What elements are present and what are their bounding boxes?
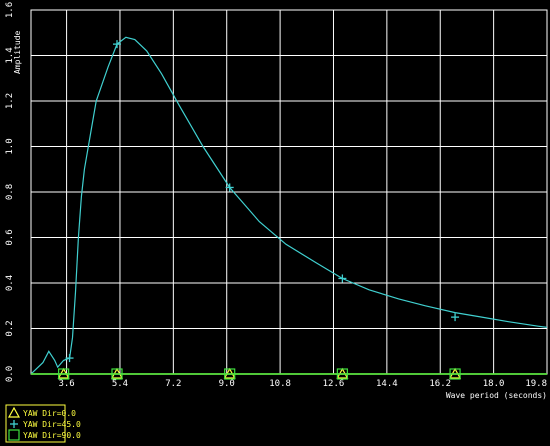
series-marker	[338, 274, 347, 283]
x-tick-label: 3.6	[58, 379, 74, 389]
y-tick-label: 0.4	[5, 275, 15, 291]
y-tick-label: 0.0	[5, 366, 15, 382]
x-tick-label: 9.0	[219, 379, 235, 389]
legend-marker	[8, 429, 20, 441]
legend-entry: YAW Dir=90.0	[23, 431, 81, 440]
y-axis-label: Amplitude	[13, 30, 22, 74]
series-marker	[111, 368, 123, 380]
x-tick-label: 12.6	[323, 379, 345, 389]
grid	[31, 10, 547, 374]
series-marker	[225, 183, 234, 192]
x-axis-ticks: 3.6 5.4 7.2 9.0 10.8 12.6 14.4 16.2 18.0 19.8	[58, 379, 547, 389]
x-tick-label: 19.8	[525, 379, 547, 389]
series-marker	[451, 313, 460, 322]
legend-marker	[10, 420, 18, 428]
series-layer	[30, 36, 548, 380]
legend-marker	[7, 406, 21, 418]
x-tick-label: 10.8	[269, 379, 291, 389]
legend: YAW Dir=0.0 YAW Dir=45.0 YAW Dir=90.0	[5, 404, 81, 443]
y-tick-label: 1.6	[5, 2, 15, 18]
x-tick-label: 18.0	[483, 379, 505, 389]
x-axis-label: Wave period (seconds)	[446, 391, 547, 400]
y-tick-label: 0.2	[5, 320, 15, 336]
y-tick-label: 1.0	[5, 138, 15, 154]
series-marker	[65, 354, 74, 363]
x-tick-label: 5.4	[112, 379, 128, 389]
series-marker	[224, 368, 236, 380]
series-line	[30, 36, 548, 375]
series-marker	[336, 368, 348, 380]
y-tick-label: 0.6	[5, 229, 15, 245]
legend-entry: YAW Dir=45.0	[23, 420, 81, 429]
y-tick-label: 0.8	[5, 184, 15, 200]
legend-entry: YAW Dir=0.0	[23, 409, 76, 418]
x-tick-label: 14.4	[376, 379, 398, 389]
series-marker	[58, 368, 70, 380]
series-marker	[449, 368, 461, 380]
x-tick-label: 7.2	[165, 379, 181, 389]
x-tick-label: 16.2	[429, 379, 451, 389]
series-marker	[113, 40, 121, 49]
y-tick-label: 1.2	[5, 93, 15, 109]
y-axis-ticks: 0.0 0.2 0.4 0.6 0.8 1.0 1.2 1.4 1.6	[5, 2, 15, 382]
y-tick-label: 1.4	[5, 47, 15, 63]
